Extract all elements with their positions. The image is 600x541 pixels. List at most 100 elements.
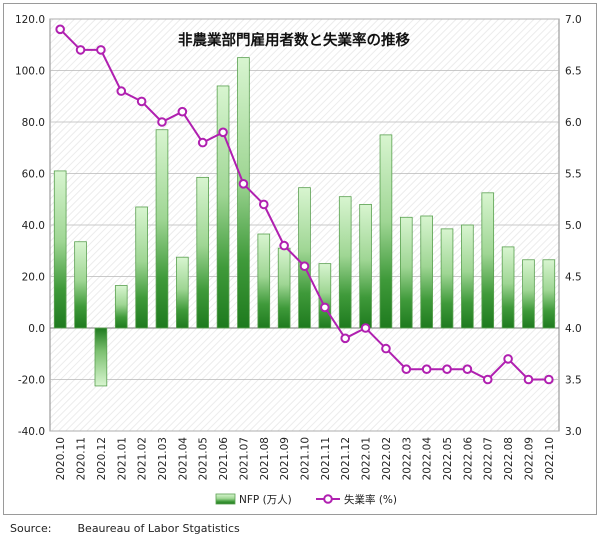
nfp-bar bbox=[318, 263, 332, 329]
left-tick-label: 20.0 bbox=[22, 272, 45, 284]
chart-title: 非農業部門雇用者数と失業率の推移 bbox=[178, 31, 410, 49]
right-tick-label: 6.0 bbox=[565, 117, 582, 129]
right-tick-label: 5.0 bbox=[565, 220, 582, 232]
unemployment-point bbox=[279, 240, 289, 251]
unemployment-point bbox=[523, 374, 534, 385]
left-tick-label: -20.0 bbox=[18, 375, 45, 387]
nfp-bar bbox=[196, 176, 210, 329]
legend-nfp-label: NFP (万人) bbox=[239, 494, 292, 506]
legend-line-marker bbox=[323, 494, 333, 504]
unemployment-point bbox=[442, 364, 452, 375]
nfp-bar bbox=[501, 246, 515, 329]
x-tick-label: 2022.10 bbox=[544, 437, 556, 480]
left-tick-label: 40.0 bbox=[22, 220, 45, 232]
unemployment-point bbox=[381, 343, 391, 354]
x-tick-label: 2021.11 bbox=[320, 437, 332, 480]
unemployment-point bbox=[177, 106, 188, 117]
right-tick-label: 7.0 bbox=[565, 14, 582, 26]
x-tick-label: 2021.07 bbox=[238, 437, 250, 480]
x-tick-label: 2022.07 bbox=[483, 437, 495, 480]
right-tick-label: 3.0 bbox=[565, 426, 582, 438]
nfp-bar bbox=[94, 327, 108, 387]
nfp-bar bbox=[440, 228, 454, 329]
left-tick-label: -40.0 bbox=[18, 426, 45, 438]
nfp-bar bbox=[481, 192, 495, 329]
x-tick-label: 2020.12 bbox=[96, 437, 108, 480]
nfp-bar bbox=[522, 259, 535, 329]
chart-frame: -40.0 -20.0 0.0 20.0 40.0 60.0 80.0 100.0 120.0 3… bbox=[3, 3, 597, 515]
unemployment-point bbox=[136, 96, 147, 107]
unemployment-point bbox=[157, 117, 167, 127]
unemployment-point bbox=[55, 24, 65, 35]
nfp-bar bbox=[338, 196, 352, 329]
unemployment-point bbox=[116, 86, 127, 96]
left-tick-label: 0.0 bbox=[28, 323, 45, 335]
left-tick-label: 120.0 bbox=[15, 14, 45, 26]
right-tick-label: 5.5 bbox=[565, 169, 582, 181]
x-tick-label: 2021.01 bbox=[116, 437, 128, 480]
nfp-bar bbox=[542, 259, 556, 329]
x-tick-label: 2021.06 bbox=[218, 437, 230, 481]
unemployment-point bbox=[299, 261, 310, 272]
nfp-bar bbox=[399, 216, 413, 329]
unemployment-point bbox=[258, 199, 269, 210]
x-tick-label: 2021.03 bbox=[157, 437, 169, 480]
x-tick-label: 2021.10 bbox=[300, 437, 312, 480]
nfp-bar bbox=[237, 57, 250, 329]
x-tick-label: 2020.10 bbox=[55, 437, 67, 480]
x-tick-label: 2022.03 bbox=[401, 437, 413, 480]
legend: NFP (万人) 失業率 (%) bbox=[215, 493, 397, 506]
unemployment-point bbox=[238, 179, 249, 189]
nfp-bar bbox=[277, 247, 291, 329]
right-tick-label: 6.5 bbox=[565, 66, 582, 78]
legend-bar-swatch bbox=[215, 493, 236, 505]
nfp-bar bbox=[216, 85, 230, 329]
x-tick-label: 2021.04 bbox=[177, 437, 189, 481]
nfp-bar bbox=[379, 134, 393, 329]
combo-chart: -40.0 -20.0 0.0 20.0 40.0 60.0 80.0 100.0 120.0 3… bbox=[15, 14, 582, 506]
unemployment-line bbox=[55, 24, 554, 385]
unemployment-point bbox=[482, 374, 493, 385]
source-line: Source: Beaureau of Labor Stgatistics bbox=[10, 522, 240, 535]
nfp-bar bbox=[420, 215, 433, 329]
x-tick-label: 2022.06 bbox=[462, 437, 474, 481]
nfp-bar bbox=[298, 187, 311, 329]
unemployment-point bbox=[75, 45, 86, 55]
x-tick-label: 2022.09 bbox=[523, 437, 535, 480]
x-tick-label: 2021.12 bbox=[340, 437, 352, 480]
nfp-bar bbox=[257, 233, 271, 329]
nfp-bar bbox=[114, 285, 128, 329]
x-tick-label: 2021.08 bbox=[259, 437, 271, 480]
nfp-bars bbox=[53, 57, 556, 387]
nfp-bar bbox=[74, 241, 87, 329]
unemployment-point bbox=[462, 364, 473, 375]
source-text: Beaureau of Labor Stgatistics bbox=[77, 522, 240, 535]
axes: -40.0 -20.0 0.0 20.0 40.0 60.0 80.0 100.0 120.0 3… bbox=[15, 14, 582, 480]
unemployment-point bbox=[401, 364, 412, 375]
nfp-bar bbox=[461, 224, 474, 329]
x-tick-label: 2022.04 bbox=[422, 437, 434, 481]
nfp-bar bbox=[176, 256, 189, 329]
x-tick-label: 2022.02 bbox=[381, 437, 393, 480]
x-tick-label: 2022.01 bbox=[361, 437, 373, 480]
unemployment-point bbox=[218, 127, 228, 138]
x-tick-label: 2020.11 bbox=[76, 437, 88, 480]
unemployment-point bbox=[544, 374, 554, 385]
x-tick-label: 2021.02 bbox=[137, 437, 149, 480]
unemployment-point bbox=[503, 354, 513, 364]
unemployment-point bbox=[320, 302, 330, 313]
right-tick-label: 4.0 bbox=[565, 323, 582, 335]
right-tick-label: 4.5 bbox=[565, 272, 582, 284]
left-tick-label: 80.0 bbox=[22, 117, 45, 129]
unemployment-point bbox=[421, 364, 432, 375]
nfp-bar bbox=[155, 129, 169, 329]
nfp-bar bbox=[53, 170, 67, 329]
nfp-bar bbox=[359, 203, 372, 329]
left-tick-label: 100.0 bbox=[15, 66, 45, 78]
legend-unemployment-label: 失業率 (%) bbox=[344, 493, 397, 506]
x-tick-label: 2021.09 bbox=[279, 437, 291, 480]
x-tick-label: 2022.05 bbox=[442, 437, 454, 480]
source-label: Source: bbox=[10, 522, 52, 535]
unemployment-point bbox=[197, 137, 208, 148]
nfp-bar bbox=[135, 206, 148, 329]
